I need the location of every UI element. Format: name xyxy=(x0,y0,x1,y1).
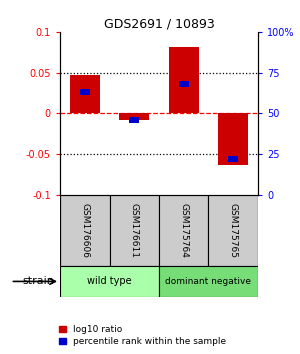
Bar xyxy=(70,75,100,113)
Bar xyxy=(159,195,208,266)
Bar xyxy=(228,156,238,162)
Bar xyxy=(60,195,110,266)
Title: GDS2691 / 10893: GDS2691 / 10893 xyxy=(103,18,214,31)
Bar xyxy=(179,81,189,87)
Text: dominant negative: dominant negative xyxy=(166,277,251,286)
Text: GSM176611: GSM176611 xyxy=(130,202,139,258)
Bar xyxy=(208,195,258,266)
Bar xyxy=(159,266,258,297)
Text: wild type: wild type xyxy=(87,276,132,286)
Bar xyxy=(119,113,149,120)
Text: GSM175765: GSM175765 xyxy=(229,202,238,258)
Text: GSM175764: GSM175764 xyxy=(179,202,188,258)
Bar xyxy=(110,195,159,266)
Bar xyxy=(129,116,139,123)
Bar xyxy=(80,89,90,95)
Legend: log10 ratio, percentile rank within the sample: log10 ratio, percentile rank within the … xyxy=(58,325,226,346)
Bar xyxy=(60,266,159,297)
Text: strain: strain xyxy=(22,276,54,286)
Text: GSM176606: GSM176606 xyxy=(80,202,89,258)
Bar xyxy=(218,113,248,165)
Bar xyxy=(169,46,199,113)
